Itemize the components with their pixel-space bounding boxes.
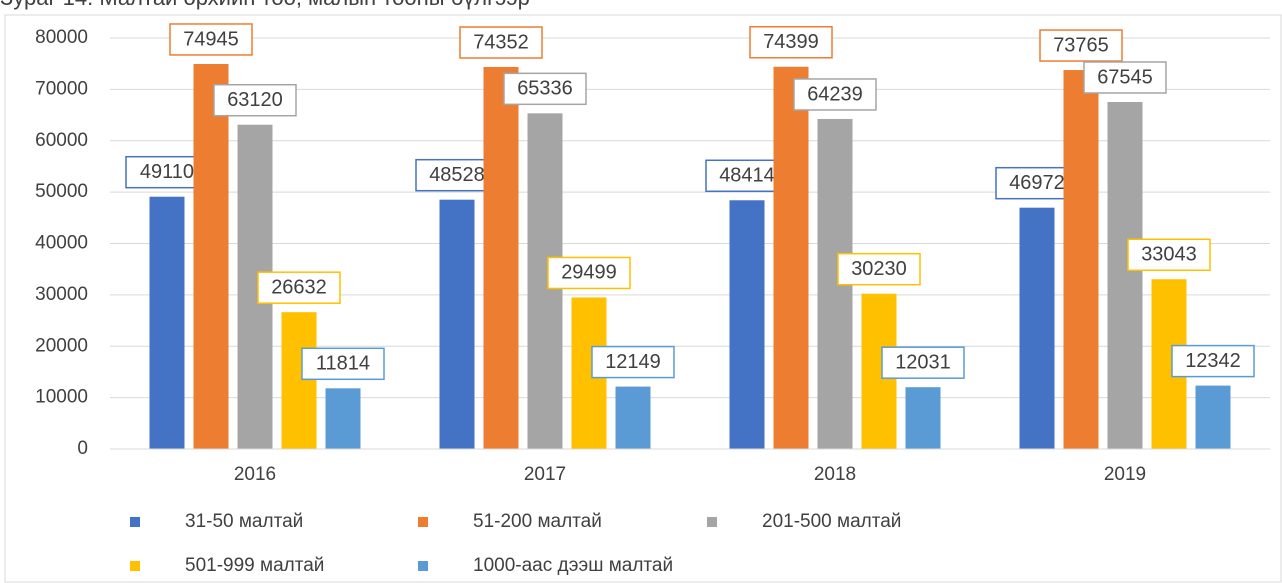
y-tick-label: 80000 xyxy=(35,27,88,48)
x-tick-label: 2016 xyxy=(234,464,276,485)
data-label: 33043 xyxy=(1141,244,1197,266)
data-label: 48414 xyxy=(719,165,775,187)
data-label: 29499 xyxy=(561,262,617,284)
data-label: 63120 xyxy=(227,89,283,111)
bar xyxy=(1019,207,1055,449)
data-label-box xyxy=(1127,238,1211,271)
y-tick-label: 70000 xyxy=(35,78,88,99)
data-label-box xyxy=(301,347,385,381)
data-label: 74399 xyxy=(763,31,819,53)
data-label-box xyxy=(169,23,253,56)
data-label: 12031 xyxy=(895,351,951,373)
data-label-box xyxy=(881,346,965,379)
bar xyxy=(439,199,475,449)
data-label: 12149 xyxy=(605,351,661,373)
chart-title: Зураг 14. Малтай өрхийн тоо, малын тооны… xyxy=(0,0,530,10)
y-tick-label: 20000 xyxy=(35,335,88,356)
bar xyxy=(905,387,941,449)
data-label: 67545 xyxy=(1097,66,1153,88)
legend-swatch xyxy=(418,517,428,527)
legend-swatch xyxy=(130,517,140,527)
data-label-box xyxy=(257,271,341,304)
data-label-box xyxy=(503,72,587,106)
data-label-box xyxy=(213,83,297,117)
x-tick-label: 2017 xyxy=(524,464,566,485)
bar xyxy=(281,312,317,449)
bar xyxy=(1063,70,1099,449)
data-label: 48528 xyxy=(429,164,485,186)
legend-label: 201-500 малтай xyxy=(762,511,901,532)
data-label: 74945 xyxy=(183,28,239,50)
x-tick-label: 2018 xyxy=(814,464,856,485)
data-label: 49110 xyxy=(140,161,194,183)
x-tick-label: 2019 xyxy=(1104,464,1146,485)
data-label: 64239 xyxy=(807,83,863,105)
bar xyxy=(325,388,361,449)
legend-swatch xyxy=(707,517,717,527)
data-label: 30230 xyxy=(851,258,907,280)
bar xyxy=(1195,385,1231,449)
data-label-box xyxy=(547,256,631,290)
y-tick-label: 50000 xyxy=(35,181,88,202)
bar xyxy=(729,200,765,449)
bar xyxy=(615,386,651,449)
legend-label: 1000-аас дээш малтай xyxy=(473,555,673,576)
bar xyxy=(483,67,519,449)
y-tick-label: 10000 xyxy=(35,387,88,408)
data-label: 74352 xyxy=(473,31,529,53)
legend-label: 31-50 малтай xyxy=(185,511,303,532)
data-label-box xyxy=(749,26,833,59)
data-label: 12342 xyxy=(1185,350,1241,372)
data-label-box xyxy=(1083,61,1167,94)
legend-swatch xyxy=(418,561,428,571)
data-label: 11814 xyxy=(316,353,370,375)
legend-swatch xyxy=(130,561,140,571)
data-label: 65336 xyxy=(517,78,573,100)
data-label: 26632 xyxy=(271,276,327,298)
data-label-box xyxy=(591,345,675,379)
y-tick-label: 60000 xyxy=(35,130,88,151)
bar xyxy=(1107,101,1143,450)
data-label: 46972 xyxy=(1009,172,1065,194)
y-tick-label: 30000 xyxy=(35,284,88,305)
bar xyxy=(149,196,185,449)
y-tick-label: 40000 xyxy=(35,233,88,254)
y-tick-label: 0 xyxy=(77,438,88,459)
data-label-box xyxy=(1171,344,1255,378)
data-label-box xyxy=(793,78,877,111)
data-label-box xyxy=(1039,29,1123,62)
bar xyxy=(773,66,809,449)
data-label: 73765 xyxy=(1053,34,1109,56)
legend-label: 501-999 малтай xyxy=(185,555,324,576)
data-label-box xyxy=(459,26,543,59)
bar xyxy=(193,63,229,449)
legend-label: 51-200 малтай xyxy=(473,511,602,532)
data-label-box xyxy=(837,252,921,286)
